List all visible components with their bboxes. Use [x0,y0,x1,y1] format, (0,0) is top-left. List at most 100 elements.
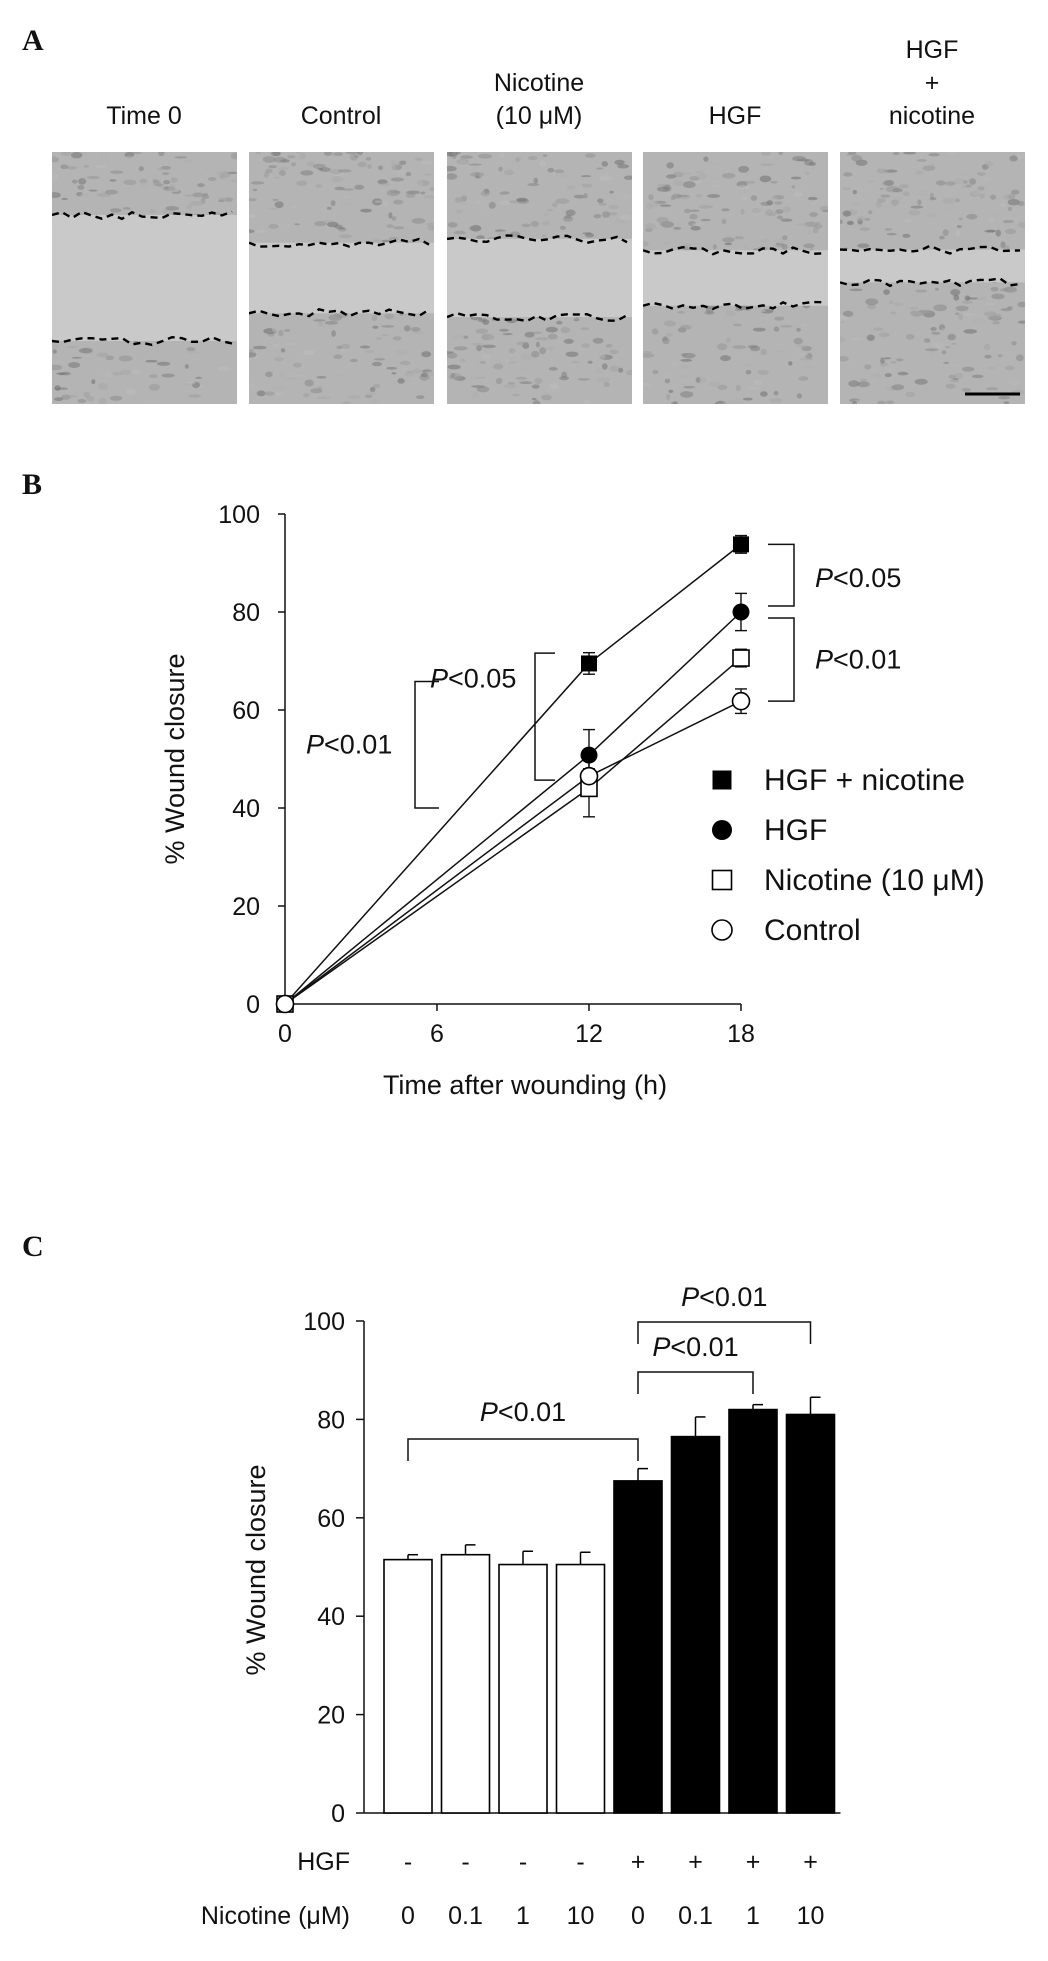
cell-texture [482,347,493,354]
cell-texture [296,152,302,154]
cell-texture [563,338,574,344]
row-label-nicotine: Nicotine (μM) [201,1902,350,1930]
cell-texture [626,369,632,376]
cell-texture [503,384,517,389]
cell-texture [948,374,956,379]
cell-texture [395,349,408,356]
cell-texture [300,170,314,176]
cell-texture [516,197,528,202]
cell-texture [460,155,473,159]
cell-texture [936,180,946,186]
cell-texture [597,198,604,204]
cell-texture [535,341,540,348]
cell-texture [932,341,944,349]
cell-texture [860,378,868,382]
nicotine-tick-label: 10 [567,1902,595,1930]
cell-texture [155,183,164,187]
cell-texture [617,164,629,169]
cell-texture [256,229,266,233]
cell-texture [541,394,552,401]
cell-texture [652,369,659,374]
cell-texture [581,343,591,348]
y-tick-label: 40 [317,1603,345,1631]
cell-texture [52,360,66,364]
cell-texture [589,402,601,404]
cell-texture [374,200,383,203]
cell-texture [943,205,957,213]
cell-texture [725,337,732,343]
cell-texture [359,345,371,349]
cell-texture [524,331,535,338]
cell-texture [774,201,783,205]
cell-texture [710,177,721,180]
cell-texture [149,209,156,213]
cell-texture [303,393,310,398]
cell-texture [86,175,100,180]
cell-texture [416,395,425,399]
cell-texture [735,384,741,392]
cell-texture [498,192,504,196]
cell-texture [393,199,404,205]
cell-texture [890,361,897,364]
cell-texture [158,152,165,157]
cell-texture [423,195,434,199]
cell-texture [381,334,389,337]
cell-texture [549,383,559,390]
cell-texture [840,336,846,343]
cell-texture [470,316,482,321]
cell-texture [109,179,117,182]
nicotine-tick-label: 0.1 [678,1902,713,1930]
cell-texture [336,345,343,350]
cell-texture [279,371,285,378]
cell-texture [1003,245,1010,251]
cell-texture [395,169,407,176]
wound-edge-top [52,210,233,221]
cell-texture [883,357,892,360]
wound-edge-top [643,245,824,256]
cell-texture [490,332,503,337]
cell-texture [231,178,237,183]
cell-texture [531,397,537,401]
cell-texture [376,188,381,193]
cell-texture [267,207,278,210]
cell-texture [381,239,391,243]
cell-texture [102,371,114,378]
cell-texture [516,365,527,372]
cell-texture [546,347,554,351]
cell-texture [873,373,882,379]
cell-texture [734,308,744,312]
cell-texture [323,220,335,223]
cell-texture [781,243,788,250]
y-tick-label: 60 [232,697,260,725]
cell-texture [947,152,958,154]
cell-texture [577,378,590,381]
cell-texture [450,372,456,379]
cell-texture [286,377,298,380]
cell-texture [1017,320,1025,324]
cell-texture [455,209,463,214]
cell-texture [478,153,492,159]
cell-texture [429,186,434,192]
cell-texture [565,209,576,217]
cell-texture [1005,228,1017,235]
cell-texture [1007,199,1020,206]
cell-texture [801,365,814,369]
cell-texture [899,184,909,189]
cell-texture [582,232,592,235]
cell-texture [339,234,353,239]
cell-texture [775,209,784,214]
cell-texture [898,154,911,158]
cell-texture [902,233,911,238]
y-tick-label: 20 [317,1702,345,1730]
cell-texture [421,372,428,378]
cell-texture [666,333,673,337]
panel-a-letter: A [22,24,44,57]
cell-texture [564,215,572,219]
cell-texture [138,184,152,188]
cell-texture [447,364,461,370]
cell-texture [285,342,296,346]
cell-texture [890,311,897,315]
cell-texture [1004,365,1015,371]
cell-texture [508,200,521,204]
cell-texture [793,191,803,197]
